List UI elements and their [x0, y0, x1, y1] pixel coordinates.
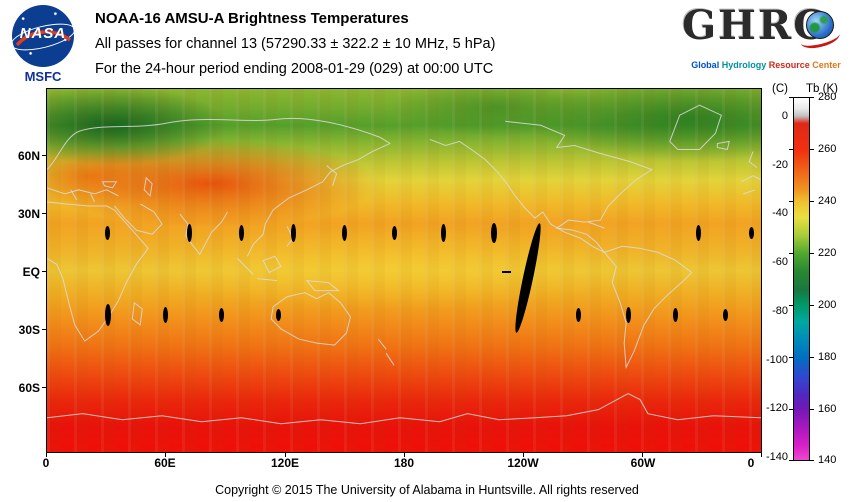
nasa-logo-icon: NASA [8, 5, 78, 67]
data-gap [576, 308, 581, 322]
tagline-word: Center [812, 60, 841, 70]
data-gap [723, 309, 728, 321]
data-gap [291, 224, 296, 242]
lat-label-60n: 60N [17, 149, 40, 163]
colorbar-tick [789, 149, 793, 150]
colorbar-tick [789, 305, 793, 306]
ghrc-tagline: Global Hydrology Resource Center [680, 60, 852, 70]
axis-tick [42, 155, 46, 156]
celsius-tick-label: -120 [765, 402, 788, 414]
colorbar-tick [789, 201, 793, 202]
tagline-word: Hydrology [721, 60, 767, 70]
kelvin-tick-label: 260 [818, 143, 837, 155]
page-subtitle: All passes for channel 13 (57290.33 ± 32… [95, 36, 496, 52]
data-gap [342, 225, 347, 241]
colorbar-tick [789, 97, 793, 98]
axis-tick [42, 271, 46, 272]
colorbar-tick [810, 409, 814, 410]
lat-label-30n: 30N [17, 207, 40, 221]
colorbar-tick [810, 460, 814, 461]
colorbar-header-kelvin: Tb (K) [806, 83, 838, 95]
colorbar-tick [789, 409, 793, 410]
data-gap [187, 224, 192, 242]
lon-label-0-right: 0 [747, 456, 755, 470]
ghrc-logo-text: GHRC [682, 2, 828, 49]
axis-tick [404, 453, 405, 457]
colorbar-tick [810, 149, 814, 150]
colorbar-tick [810, 305, 814, 306]
coastlines [47, 104, 761, 425]
data-gap [673, 308, 678, 322]
axis-tick [46, 453, 47, 457]
lon-label-60e: 60E [154, 456, 176, 470]
data-gap [696, 225, 701, 241]
data-gap [239, 225, 244, 241]
celsius-tick-label: -40 [772, 207, 788, 219]
axis-tick [165, 453, 166, 457]
colorbar-header-celsius: (C) [772, 83, 788, 95]
period-line: For the 24-hour period ending 2008-01-29… [95, 61, 494, 77]
msfc-label: MSFC [24, 69, 62, 84]
celsius-tick-label: 0 [781, 110, 788, 122]
nasa-logo-text: NASA [19, 25, 67, 42]
data-gap [502, 271, 511, 273]
colorbar-tick [810, 253, 814, 254]
lon-label-60w: 60W [630, 456, 656, 470]
data-gap [219, 308, 224, 322]
colorbar-tick [789, 253, 793, 254]
celsius-tick-label: -20 [772, 159, 788, 171]
data-gap [749, 227, 754, 239]
kelvin-tick-label: 280 [818, 91, 837, 103]
colorbar-tick [789, 460, 793, 461]
colorbar-tick [810, 201, 814, 202]
heatmap-field [47, 89, 761, 452]
celsius-tick-label: -60 [772, 256, 788, 268]
nasa-chevron-icon [15, 30, 72, 47]
lat-label-60s: 60S [18, 381, 40, 395]
lon-label-0: 0 [42, 456, 50, 470]
tagline-word: Resource [768, 60, 810, 70]
lat-label-eq: EQ [22, 265, 40, 279]
data-gap [163, 307, 168, 323]
data-gap [626, 307, 631, 323]
data-gap [441, 224, 446, 242]
kelvin-tick-label: 220 [818, 247, 837, 259]
axis-tick [42, 329, 46, 330]
celsius-tick-label: -80 [772, 305, 788, 317]
colorbar-tick [810, 97, 814, 98]
colorbar-tick [810, 357, 814, 358]
colorbar-tick [789, 357, 793, 358]
kelvin-tick-label: 240 [818, 195, 837, 207]
globe-icon [806, 11, 834, 39]
lat-label-30s: 30S [18, 323, 40, 337]
celsius-tick-label: -140 [765, 451, 788, 463]
axis-tick [523, 453, 524, 457]
data-gap [105, 226, 110, 240]
axis-tick [42, 213, 46, 214]
kelvin-tick-label: 140 [818, 454, 837, 466]
world-brightness-temperature-map [46, 88, 762, 453]
kelvin-tick-label: 200 [818, 299, 837, 311]
kelvin-tick-label: 180 [818, 351, 837, 363]
data-gap [105, 304, 111, 326]
footer-copyright: Copyright © 2015 The University of Alaba… [215, 483, 639, 497]
colorbar-gradient [793, 97, 810, 461]
ghrc-logo: GHRC Global Hydrology Resource Center [680, 2, 852, 84]
lon-label-120e: 120E [270, 456, 300, 470]
data-gap [491, 223, 497, 243]
lon-label-180: 180 [393, 456, 415, 470]
axis-tick [642, 453, 643, 457]
axis-tick [761, 453, 762, 457]
celsius-tick-label: -100 [765, 354, 788, 366]
lon-label-120w: 120W [507, 456, 539, 470]
kelvin-tick-label: 160 [818, 403, 837, 415]
axis-tick [285, 453, 286, 457]
tagline-word: Global [691, 60, 720, 70]
data-gap [392, 226, 397, 240]
page-title: NOAA-16 AMSU-A Brightness Temperatures [95, 10, 409, 27]
axis-tick [42, 387, 46, 388]
data-gap [276, 309, 281, 321]
